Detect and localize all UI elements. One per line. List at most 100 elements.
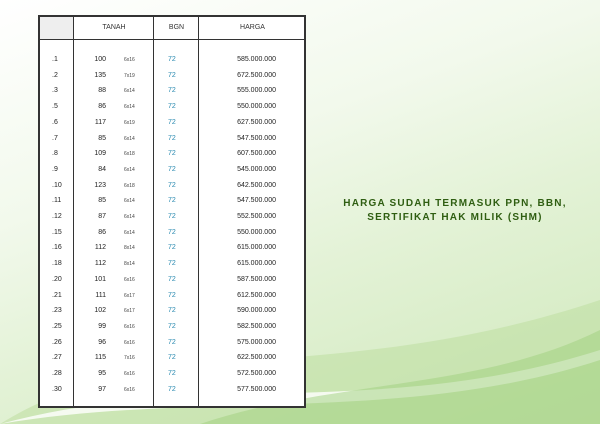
table-row: .6 117 6x19 72 627.500.000 xyxy=(40,116,304,130)
cell-no: .23 xyxy=(52,307,62,315)
cell-luas: 111 xyxy=(95,291,106,299)
cell-bgn: 72 xyxy=(168,56,176,63)
table-row: .5 86 6x14 72 550.000.000 xyxy=(40,100,304,114)
cell-harga: 615.000.000 xyxy=(237,260,276,268)
table-row: .11 85 6x14 72 547.500.000 xyxy=(40,194,304,208)
table-row: .16 112 8x14 72 615.000.000 xyxy=(40,241,304,255)
cell-bgn: 72 xyxy=(168,213,176,220)
note-line-2: SERTIFIKAT HAK MILIK (SHM) xyxy=(367,212,543,223)
table-header: TANAH BGN HARGA xyxy=(40,17,304,40)
table-row: .30 97 6x16 72 577.500.000 xyxy=(40,383,304,397)
cell-bgn: 72 xyxy=(168,354,176,362)
cell-dim: 6x16 xyxy=(124,386,135,393)
cell-bgn: 72 xyxy=(168,275,176,283)
cell-bgn: 72 xyxy=(168,322,176,330)
cell-luas: 102 xyxy=(94,307,106,315)
cell-bgn: 72 xyxy=(168,307,176,315)
header-bgn: BGN xyxy=(168,24,185,31)
cell-no: .28 xyxy=(52,370,62,377)
table-row: .10 123 6x18 72 642.500.000 xyxy=(40,179,304,193)
cell-harga: 642.500.000 xyxy=(237,181,276,189)
cell-harga: 550.000.000 xyxy=(237,228,276,236)
cell-dim: 6x14 xyxy=(124,229,135,236)
cell-no: .27 xyxy=(52,354,62,362)
cell-no: .7 xyxy=(52,134,58,142)
cell-luas: 115 xyxy=(94,354,106,362)
cell-bgn: 72 xyxy=(168,228,176,236)
cell-no: .6 xyxy=(52,118,58,126)
table-row: .9 84 6x14 72 545.000.000 xyxy=(40,163,304,177)
cell-bgn: 72 xyxy=(168,150,176,158)
cell-dim: 6x16 xyxy=(124,57,135,63)
cell-luas: 84 xyxy=(98,165,106,173)
cell-dim: 6x17 xyxy=(124,292,135,299)
cell-dim: 7x16 xyxy=(124,355,135,362)
cell-dim: 6x18 xyxy=(124,151,135,158)
cell-no: .2 xyxy=(52,71,58,79)
cell-luas: 86 xyxy=(98,103,106,111)
cell-luas: 135 xyxy=(94,71,106,79)
cell-harga: 575.000.000 xyxy=(237,338,276,346)
table-row: .25 99 6x16 72 582.500.000 xyxy=(40,320,304,334)
cell-bgn: 72 xyxy=(168,370,176,377)
cell-no: .8 xyxy=(52,150,58,158)
cell-no: .20 xyxy=(52,275,62,283)
cell-bgn: 72 xyxy=(168,181,176,189)
cell-bgn: 72 xyxy=(168,260,176,268)
column-divider xyxy=(153,17,154,406)
cell-no: .9 xyxy=(52,165,58,173)
table-row: .23 102 6x17 72 590.000.000 xyxy=(40,304,304,318)
table-row: .21 111 6x17 72 612.500.000 xyxy=(40,289,304,303)
table-row: .15 86 6x14 72 550.000.000 xyxy=(40,226,304,240)
cell-dim: 6x16 xyxy=(124,371,135,377)
cell-harga: 590.000.000 xyxy=(237,307,276,315)
cell-luas: 123 xyxy=(94,181,106,189)
cell-bgn: 72 xyxy=(168,197,176,205)
cell-harga: 545.000.000 xyxy=(237,165,276,173)
cell-luas: 85 xyxy=(98,134,106,142)
cell-harga: 552.500.000 xyxy=(237,213,276,220)
cell-luas: 95 xyxy=(98,370,106,377)
cell-luas: 87 xyxy=(98,213,106,220)
cell-luas: 112 xyxy=(94,260,106,268)
cell-dim: 6x14 xyxy=(124,135,135,142)
note-line-1: HARGA SUDAH TERMASUK PPN, BBN, xyxy=(343,198,567,209)
cell-harga: 555.000.000 xyxy=(237,87,276,95)
cell-harga: 550.000.000 xyxy=(237,103,276,111)
cell-bgn: 72 xyxy=(168,71,176,79)
table-row: .12 87 6x14 72 552.500.000 xyxy=(40,210,304,224)
table-row: .3 88 6x14 72 555.000.000 xyxy=(40,84,304,98)
cell-dim: 6x14 xyxy=(124,166,135,173)
cell-harga: 615.000.000 xyxy=(237,244,276,252)
header-tanah: TANAH xyxy=(102,24,126,31)
cell-bgn: 72 xyxy=(168,134,176,142)
cell-dim: 6x17 xyxy=(124,308,135,315)
cell-harga: 607.500.000 xyxy=(237,150,276,158)
cell-no: .25 xyxy=(52,322,62,330)
cell-no: .26 xyxy=(52,338,62,346)
header-harga: HARGA xyxy=(240,24,265,31)
cell-no: .30 xyxy=(52,385,62,393)
cell-dim: 6x16 xyxy=(124,339,135,346)
header-corner xyxy=(40,17,73,39)
table-row: .28 95 6x16 72 572.500.000 xyxy=(40,367,304,381)
table-row: .20 101 6x16 72 587.500.000 xyxy=(40,273,304,287)
cell-bgn: 72 xyxy=(168,244,176,252)
cell-dim: 6x14 xyxy=(124,198,135,205)
cell-dim: 6x18 xyxy=(124,182,135,189)
cell-luas: 117 xyxy=(94,118,106,126)
cell-dim: 6x14 xyxy=(124,214,135,220)
column-divider xyxy=(73,17,74,406)
cell-luas: 112 xyxy=(94,244,106,252)
column-divider xyxy=(198,17,199,406)
table-row: .27 115 7x16 72 622.500.000 xyxy=(40,351,304,365)
cell-no: .10 xyxy=(52,181,62,189)
cell-no: .16 xyxy=(52,244,62,252)
cell-luas: 96 xyxy=(98,338,106,346)
table-row: .7 85 6x14 72 547.500.000 xyxy=(40,132,304,146)
cell-harga: 547.500.000 xyxy=(237,134,276,142)
cell-harga: 627.500.000 xyxy=(237,118,276,126)
cell-luas: 99 xyxy=(98,322,106,330)
cell-dim: 6x16 xyxy=(124,276,135,283)
cell-no: .12 xyxy=(52,213,62,220)
